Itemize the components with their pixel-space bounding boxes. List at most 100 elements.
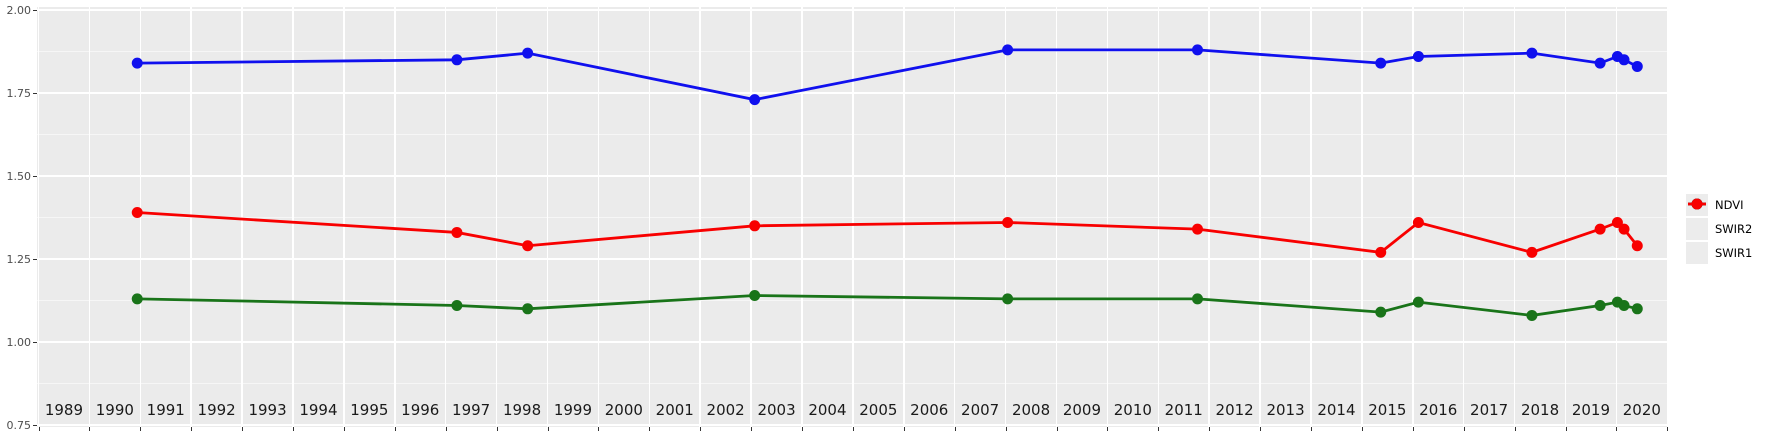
x-tick-mark	[852, 427, 854, 431]
x-tick-mark	[802, 427, 803, 431]
data-point-swir2	[131, 293, 143, 305]
gridline-vertical	[546, 7, 549, 427]
x-axis-label: 1991	[146, 401, 185, 419]
x-axis-label: 2015	[1368, 401, 1407, 419]
data-point-ndvi	[522, 47, 534, 59]
gridline-vertical	[1615, 7, 1618, 427]
data-point-swir1	[1412, 216, 1424, 228]
gridline-vertical	[343, 7, 345, 427]
gridline-vertical	[292, 7, 294, 427]
x-axis-label: 2017	[1470, 401, 1509, 419]
data-point-swir2	[1618, 299, 1630, 311]
gridline-vertical	[1310, 7, 1312, 427]
y-tick-mark	[33, 425, 37, 426]
x-tick-mark	[547, 427, 549, 431]
x-tick-mark	[343, 427, 345, 431]
data-point-swir2	[1002, 293, 1014, 305]
data-point-swir2	[749, 290, 761, 302]
data-point-swir1	[1526, 246, 1538, 258]
x-axis-label: 2020	[1622, 401, 1661, 419]
gridline-vertical	[495, 7, 498, 427]
gridline-vertical	[597, 7, 600, 427]
x-tick-mark	[38, 427, 40, 431]
data-point-swir1	[1618, 223, 1630, 235]
x-tick-mark	[1667, 427, 1669, 431]
data-point-swir1	[1191, 223, 1203, 235]
data-point-swir2	[522, 303, 534, 315]
gridline-vertical	[37, 7, 40, 427]
x-tick-mark	[1056, 427, 1058, 431]
x-axis-label: 2018	[1520, 401, 1560, 419]
data-point-swir1	[1002, 216, 1014, 228]
gridline-vertical	[1208, 7, 1210, 427]
x-axis-label: 2009	[1062, 401, 1102, 419]
x-axis-label: 1996	[401, 401, 440, 419]
y-tick-mark	[33, 176, 37, 177]
x-axis-label: 2010	[1113, 401, 1152, 419]
x-tick-mark	[293, 427, 294, 431]
x-tick-mark	[954, 427, 956, 431]
gridline-vertical	[1106, 7, 1109, 427]
x-tick-mark	[1158, 427, 1160, 431]
x-axis-label: 1997	[452, 401, 491, 419]
x-tick-mark	[496, 427, 498, 431]
x-axis-label: 2004	[808, 401, 847, 419]
gridline-vertical	[1361, 7, 1363, 427]
gridline-vertical	[953, 7, 956, 427]
x-tick-mark	[191, 427, 193, 431]
x-tick-mark	[140, 427, 142, 431]
gridline-vertical	[1564, 7, 1567, 427]
data-point-swir1	[522, 240, 534, 252]
data-point-swir2	[1375, 306, 1387, 318]
x-axis-label: 1999	[553, 401, 593, 419]
gridline-vertical	[1004, 7, 1007, 427]
x-tick-mark	[1361, 427, 1363, 431]
data-point-swir2	[1526, 309, 1538, 321]
gridline-vertical	[1259, 7, 1261, 427]
gridline-vertical	[750, 7, 752, 427]
data-point-swir2	[1191, 293, 1203, 305]
x-axis-label: 2005	[859, 401, 898, 419]
x-axis-label: 1995	[350, 401, 389, 419]
series-line-swir2	[137, 294, 1638, 317]
y-axis-label: 1.75	[6, 86, 32, 100]
gridline-vertical	[444, 7, 447, 427]
x-tick-mark	[1463, 427, 1465, 431]
y-axis-label: 1.00	[6, 335, 32, 349]
gridline-vertical	[394, 7, 396, 427]
x-axis-label: 1993	[248, 401, 287, 419]
x-axis-label: 2013	[1266, 401, 1305, 419]
legend: NDVI SWIR2 SWIR1	[1686, 193, 1752, 265]
data-point-swir2	[451, 299, 463, 311]
x-axis-label: 1989	[44, 401, 84, 419]
gridline-vertical	[699, 7, 701, 427]
x-tick-mark	[89, 427, 91, 431]
y-axis-label: 2.00	[6, 3, 32, 17]
gridline-vertical	[903, 7, 905, 427]
x-tick-mark	[700, 427, 702, 431]
data-point-swir2	[1594, 299, 1606, 311]
series-plot-area	[131, 44, 1643, 321]
x-tick-mark	[445, 427, 447, 431]
x-axis-label: 2016	[1419, 401, 1458, 419]
data-point-ndvi	[1191, 44, 1203, 56]
plot-panel: 1989 1990 1991 1992 1993 1994 1995 1996 1997 1998…	[37, 7, 1668, 427]
y-tick-mark	[33, 259, 37, 260]
y-tick-mark	[33, 10, 37, 11]
gridline-vertical	[1513, 7, 1516, 427]
legend-label: SWIR1	[1715, 246, 1753, 260]
x-tick-mark	[1412, 427, 1414, 431]
legend-item: SWIR2	[1686, 198, 1752, 241]
y-axis-label: 0.75	[6, 418, 32, 432]
data-point-ndvi	[1594, 57, 1606, 69]
x-tick-mark	[394, 427, 396, 431]
x-axis-label: 2003	[757, 401, 796, 419]
x-tick-mark	[751, 427, 753, 431]
gridline-vertical	[1055, 7, 1058, 427]
x-tick-mark	[1565, 427, 1567, 431]
x-axis-label: 2011	[1164, 401, 1203, 419]
x-tick-mark	[1005, 427, 1007, 431]
x-axis-label: 2008	[1011, 401, 1051, 419]
data-point-swir2	[1631, 303, 1643, 315]
